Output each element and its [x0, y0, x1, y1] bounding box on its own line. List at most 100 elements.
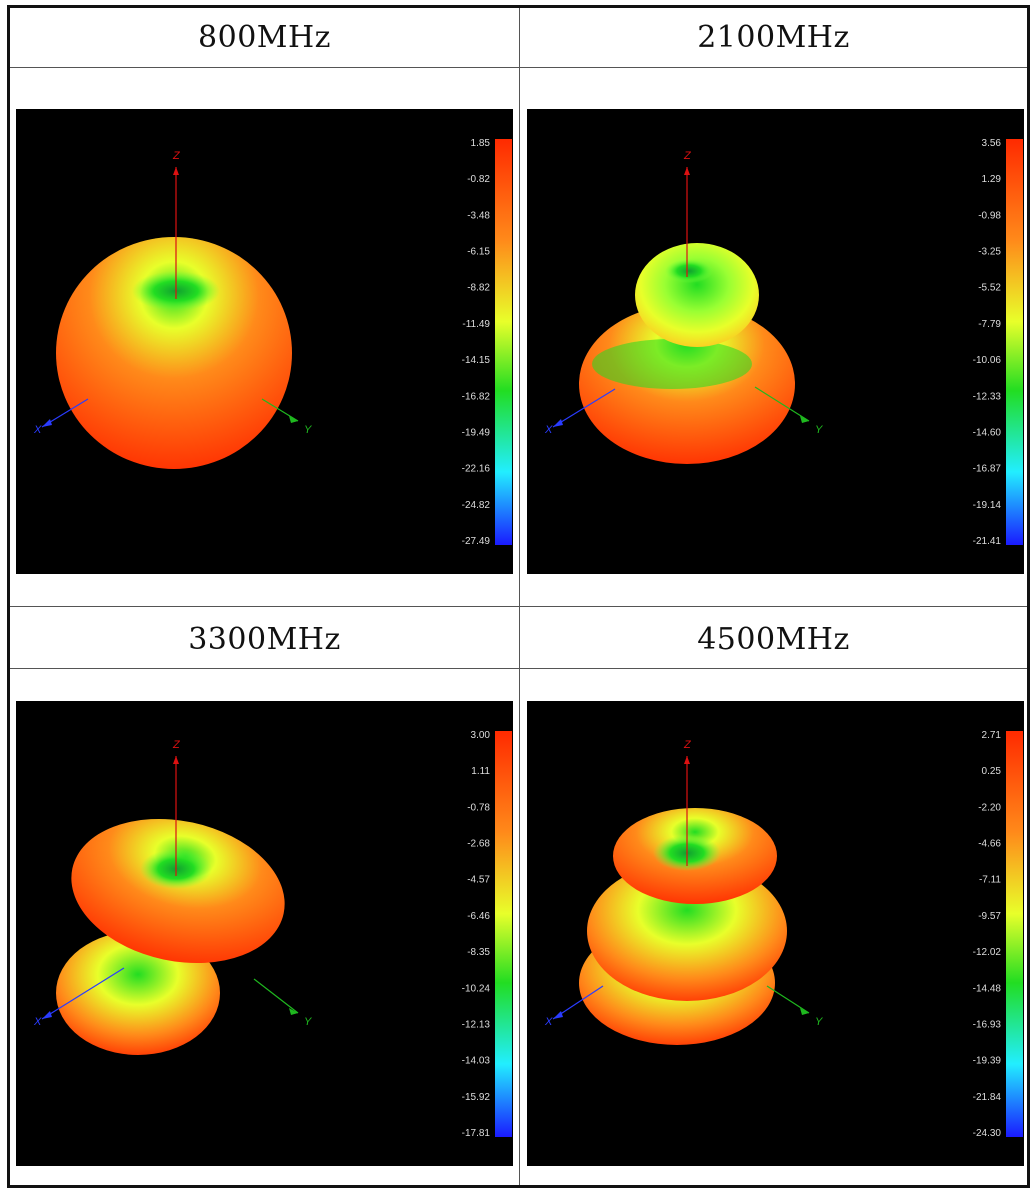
- color-scale-tick: -2.68: [467, 839, 490, 850]
- color-scale-tick: -27.49: [462, 536, 491, 547]
- y-axis-arrow: [289, 416, 298, 423]
- color-scale-tick: -16.87: [973, 464, 1002, 475]
- color-scale-tick: -12.33: [973, 391, 1002, 402]
- color-scale-tick: -22.16: [462, 464, 491, 475]
- radiation-pattern-3300: Z X Y 3.00 1.11 -0.78 -2.68 -4.57 -6.46 -8.35 -10.…: [16, 701, 513, 1166]
- radiation-pattern-800: Z X Y 1.85 -0.82 -3.48 -6.15 -8.82 -11.49 -14.15 -…: [16, 109, 513, 574]
- color-scale-tick: 3.56: [982, 138, 1002, 149]
- z-axis-arrow: [684, 167, 690, 175]
- color-scale-tick: -0.98: [978, 210, 1001, 221]
- x-axis-arrow: [42, 1011, 52, 1019]
- x-axis-arrow: [553, 419, 563, 427]
- z-axis-label: Z: [683, 150, 692, 162]
- color-scale-bar: [495, 731, 512, 1137]
- y-axis: [754, 386, 810, 422]
- color-scale-tick: -19.14: [973, 500, 1002, 511]
- color-scale-tick: -21.41: [973, 536, 1002, 547]
- y-axis: [253, 978, 299, 1014]
- z-axis-label: Z: [683, 739, 692, 751]
- color-scale-tick: 2.71: [982, 730, 1002, 741]
- x-axis-arrow: [553, 1011, 563, 1019]
- color-scale-tick: -7.79: [978, 319, 1001, 330]
- color-scale-tick: -3.48: [467, 210, 490, 221]
- color-scale-tick: -19.39: [973, 1056, 1002, 1067]
- color-scale-tick: 1.29: [982, 174, 1002, 185]
- color-scale-tick: -3.25: [978, 247, 1001, 258]
- y-axis-arrow: [800, 1008, 809, 1015]
- x-axis: [552, 388, 616, 428]
- z-axis-arrow: [684, 756, 690, 764]
- color-scale-tick: -12.02: [973, 947, 1002, 958]
- color-scale-tick: -10.24: [462, 983, 491, 994]
- panel-title-2100: 2100MHz: [697, 20, 850, 55]
- color-scale-tick: -10.06: [973, 355, 1002, 366]
- y-axis: [766, 985, 810, 1014]
- z-axis-arrow: [173, 756, 179, 764]
- color-scale-tick: 1.85: [471, 138, 491, 149]
- radiation-lobe-upper: [635, 243, 759, 347]
- color-scale-tick: -9.57: [978, 911, 1001, 922]
- color-scale-tick: -24.30: [973, 1128, 1002, 1139]
- x-axis-label: X: [33, 1016, 42, 1028]
- z-axis-label: Z: [172, 739, 181, 751]
- x-axis-arrow: [42, 419, 52, 427]
- color-scale-tick: -0.78: [467, 802, 490, 813]
- color-scale-bar: [1006, 731, 1023, 1137]
- color-scale-tick: -14.15: [462, 355, 491, 366]
- color-scale-tick: -8.35: [467, 947, 490, 958]
- y-axis-label: Y: [815, 424, 823, 436]
- y-axis: [261, 398, 299, 422]
- color-scale-tick: -6.15: [467, 247, 490, 258]
- x-axis-label: X: [544, 1016, 553, 1028]
- panel-title-3300: 3300MHz: [188, 622, 341, 657]
- color-scale-bar: [495, 139, 512, 545]
- color-scale-tick: -15.92: [462, 1092, 491, 1103]
- null-dip: [665, 259, 713, 283]
- color-scale-tick: -4.57: [467, 875, 490, 886]
- z-axis-label: Z: [172, 150, 181, 162]
- grid-line: [10, 668, 1027, 669]
- y-axis-arrow: [800, 416, 809, 423]
- radiation-lobe-upper: [71, 818, 285, 964]
- y-axis-label: Y: [815, 1016, 823, 1028]
- lobe-band: [592, 339, 752, 389]
- x-axis: [41, 967, 125, 1020]
- color-scale-tick: -8.82: [467, 283, 490, 294]
- grid-line: [10, 606, 1027, 607]
- color-scale-tick: 3.00: [471, 730, 491, 741]
- panel-title-4500: 4500MHz: [697, 622, 850, 657]
- radiation-lobe: [56, 237, 292, 469]
- color-scale-tick: -14.03: [462, 1056, 491, 1067]
- color-scale-tick: -16.82: [462, 391, 491, 402]
- color-scale-tick: -19.49: [462, 427, 491, 438]
- color-scale-tick: -14.48: [973, 983, 1002, 994]
- color-scale-tick: -12.13: [462, 1019, 491, 1030]
- y-axis-label: Y: [304, 1016, 312, 1028]
- color-scale-tick: 1.11: [471, 766, 490, 777]
- color-scale-tick: -2.20: [978, 802, 1001, 813]
- x-axis-label: X: [544, 424, 553, 436]
- grid-line: [519, 8, 520, 1185]
- panel-title-800: 800MHz: [198, 20, 331, 55]
- color-scale-tick: -5.52: [978, 283, 1001, 294]
- y-axis-label: Y: [304, 424, 312, 436]
- x-axis-label: X: [33, 424, 42, 436]
- color-scale-tick: -11.49: [462, 319, 490, 330]
- color-scale-tick: -16.93: [973, 1019, 1002, 1030]
- radiation-pattern-4500: Z X Y 2.71 0.25 -2.20 -4.66 -7.11 -9.57 -12.02 -14…: [527, 701, 1024, 1166]
- grid-line: [10, 67, 1027, 68]
- y-axis-arrow: [289, 1008, 298, 1015]
- radiation-pattern-2100: Z X Y 3.56 1.29 -0.98 -3.25 -5.52 -7.79 -10.06 -12…: [527, 109, 1024, 574]
- color-scale-tick: -17.81: [462, 1128, 491, 1139]
- color-scale-tick: -6.46: [467, 911, 490, 922]
- color-scale-tick: -0.82: [467, 174, 490, 185]
- color-scale-tick: -14.60: [973, 427, 1002, 438]
- color-scale-tick: 0.25: [982, 766, 1002, 777]
- color-scale-bar: [1006, 139, 1023, 545]
- color-scale-tick: -24.82: [462, 500, 491, 511]
- z-axis-arrow: [173, 167, 179, 175]
- color-scale-tick: -7.11: [979, 875, 1001, 886]
- color-scale-tick: -4.66: [978, 839, 1001, 850]
- figure-frame: [7, 5, 1030, 1188]
- color-scale-tick: -21.84: [973, 1092, 1002, 1103]
